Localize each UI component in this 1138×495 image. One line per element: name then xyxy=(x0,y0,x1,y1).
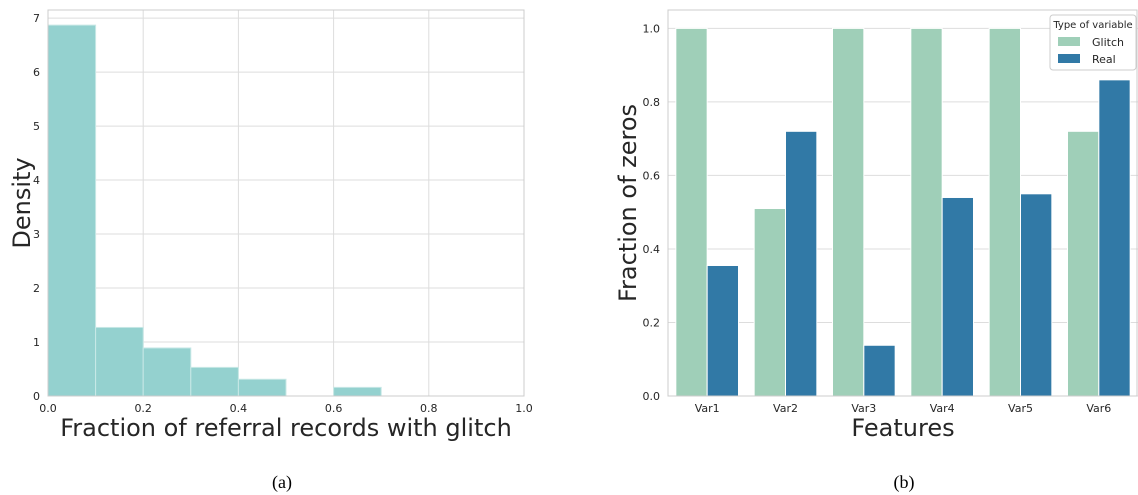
x-tick-label: 0.4 xyxy=(230,402,248,415)
y-axis-label: Fraction of zeros xyxy=(614,104,642,302)
y-tick-label: 1 xyxy=(33,336,40,349)
bar-real-var2 xyxy=(785,130,818,397)
x-tick-label: Var2 xyxy=(773,402,798,415)
x-axis-label: Fraction of referral records with glitch xyxy=(60,414,512,442)
caption-b: (b) xyxy=(894,472,915,493)
x-tick-label: 0.8 xyxy=(420,402,438,415)
histogram-bar xyxy=(47,24,97,397)
bar-real-var1 xyxy=(706,264,740,397)
x-tick-label: 0.6 xyxy=(325,402,343,415)
x-tick-label: Var1 xyxy=(695,402,720,415)
histogram-bar xyxy=(95,326,144,397)
histogram-bar xyxy=(333,386,382,397)
plot-frame xyxy=(667,9,1138,397)
x-tick-label: Var6 xyxy=(1086,402,1111,415)
bars xyxy=(675,27,1131,397)
bar-real-var5 xyxy=(1020,193,1053,397)
histogram-bar xyxy=(237,378,287,397)
y-tick-label: 6 xyxy=(33,66,40,79)
x-tick-label: Var3 xyxy=(851,402,876,415)
x-tick-label: 0.2 xyxy=(134,402,152,415)
bar-glitch-var4 xyxy=(910,27,943,397)
legend-items: Glitch Real xyxy=(1058,36,1124,66)
bar-glitch-var5 xyxy=(988,27,1022,397)
y-tick-label: 5 xyxy=(33,120,40,133)
bar-real-var6 xyxy=(1098,79,1131,397)
bar-glitch-var3 xyxy=(832,27,865,397)
y-tick-labels: 0 1 2 3 4 5 6 7 xyxy=(33,12,40,403)
legend: Type of variable Glitch Real xyxy=(1049,14,1137,71)
caption-a: (a) xyxy=(272,472,292,493)
plot-frame xyxy=(47,9,525,397)
histogram-bar xyxy=(142,347,192,397)
x-tick-labels: 0.0 0.2 0.4 0.6 0.8 1.0 xyxy=(39,402,533,415)
y-tick-label: 1.0 xyxy=(643,22,661,35)
x-axis-label: Features xyxy=(851,414,954,442)
grouped-bar-chart: Var1 Var2 Var3 Var4 Var5 Var6 0.0 0.2 0.4 0.6 0.8… xyxy=(614,9,1138,493)
x-tick-label: Var4 xyxy=(930,402,955,415)
legend-swatch-real xyxy=(1058,54,1080,63)
y-tick-label: 7 xyxy=(33,12,40,25)
bar-glitch-var2 xyxy=(753,208,787,397)
x-tick-label: 1.0 xyxy=(515,402,533,415)
y-tick-label: 0.8 xyxy=(643,96,661,109)
bar-glitch-var6 xyxy=(1067,130,1100,397)
y-tick-labels: 0.0 0.2 0.4 0.6 0.8 1.0 xyxy=(643,22,661,403)
bar-glitch-var1 xyxy=(675,27,708,397)
y-tick-label: 0 xyxy=(33,390,40,403)
bar-real-var3 xyxy=(863,344,896,397)
x-tick-label: Var5 xyxy=(1008,402,1033,415)
legend-label-glitch: Glitch xyxy=(1092,36,1124,49)
y-tick-label: 0.2 xyxy=(643,316,661,329)
y-axis-label: Density xyxy=(8,157,36,248)
histogram-chart: 0.0 0.2 0.4 0.6 0.8 1.0 0 1 2 3 4 5 6 7 Fraction of … xyxy=(8,9,533,493)
legend-title: Type of variable xyxy=(1052,20,1132,31)
y-tick-label: 2 xyxy=(33,282,40,295)
x-tick-label: 0.0 xyxy=(39,402,57,415)
x-tick-labels: Var1 Var2 Var3 Var4 Var5 Var6 xyxy=(695,402,1112,415)
bar-real-var4 xyxy=(941,196,975,397)
histogram-bars xyxy=(47,24,382,397)
y-tick-label: 0.4 xyxy=(643,243,661,256)
y-tick-label: 4 xyxy=(33,174,40,187)
y-tick-label: 3 xyxy=(33,228,40,241)
y-tick-label: 0.6 xyxy=(643,169,661,182)
histogram-bar xyxy=(190,366,239,397)
y-tick-label: 0.0 xyxy=(643,390,661,403)
legend-swatch-glitch xyxy=(1058,37,1080,46)
legend-label-real: Real xyxy=(1092,53,1116,66)
